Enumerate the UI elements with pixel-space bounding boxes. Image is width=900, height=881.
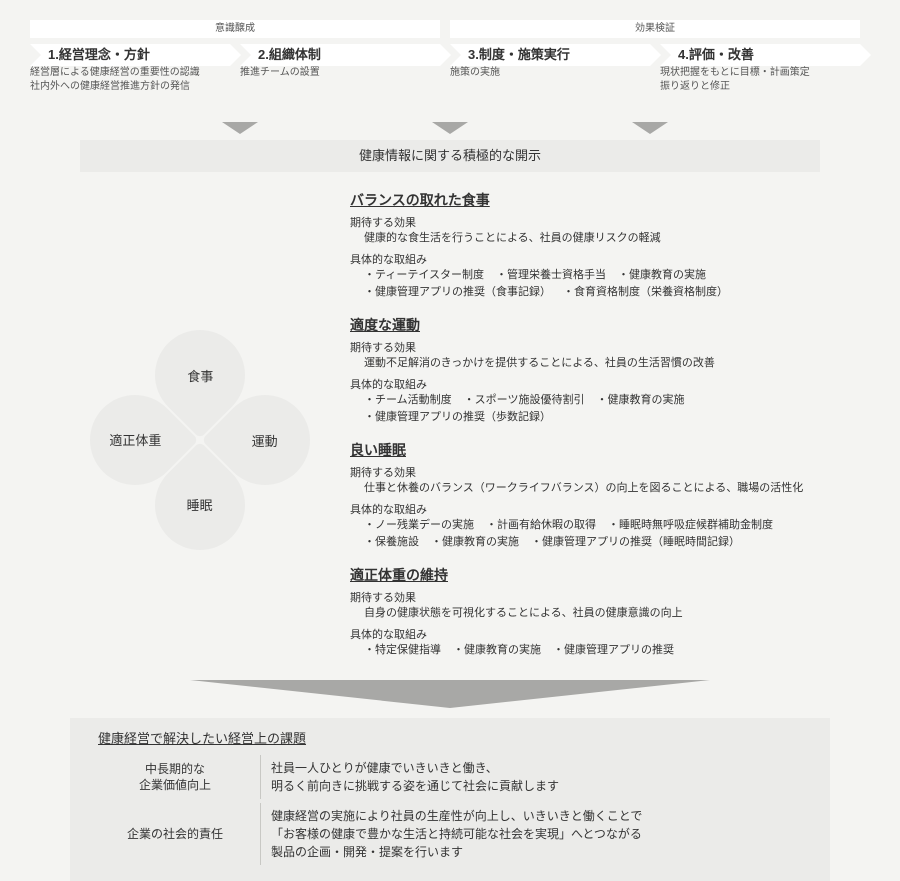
section-0: バランスの取れた食事期待する効果健康的な食生活を行うことによる、社員の健康リスク… bbox=[350, 190, 870, 301]
big-down-arrow-icon bbox=[190, 680, 710, 708]
process-flow: 意識醸成 1.経営理念・方針 経営層による健康経営の重要性の認識社内外への健康経… bbox=[30, 20, 870, 116]
step-1-arrow: 1.経営理念・方針 bbox=[30, 44, 230, 66]
step-1-desc: 経営層による健康経営の重要性の認識社内外への健康経営推進方針の発信 bbox=[30, 66, 230, 93]
bullet-item: チーム活動制度 bbox=[364, 394, 452, 406]
actions-label: 具体的な取組み bbox=[350, 501, 870, 517]
bullet-item: 健康管理アプリの推奨（食事記録） bbox=[364, 286, 551, 298]
issue-row-1: 企業の社会的責任健康経営の実施により社員の生産性が向上し、いきいきと働くことで「… bbox=[90, 801, 810, 867]
expect-label: 期待する効果 bbox=[350, 339, 870, 355]
section-title: バランスの取れた食事 bbox=[350, 190, 870, 210]
bullet-item: 健康教育の実施 bbox=[618, 269, 706, 281]
bullet-item: 保養施設 bbox=[364, 536, 419, 548]
bullet-item: 食育資格制度（栄養資格制度） bbox=[563, 286, 728, 298]
step-2-arrow: 2.組織体制 bbox=[240, 44, 440, 66]
expect-label: 期待する効果 bbox=[350, 589, 870, 605]
down-arrow-icon-1 bbox=[432, 122, 468, 134]
actions-list: ティーテイスター制度管理栄養士資格手当健康教育の実施健康管理アプリの推奨（食事記… bbox=[350, 267, 870, 301]
issue-body: 社員一人ひとりが健康でいきいきと働き、明るく前向きに挑戦する姿を通じて社会に貢献… bbox=[260, 755, 810, 799]
section-1: 適度な運動期待する効果運動不足解消のきっかけを提供することによる、社員の生活習慣… bbox=[350, 315, 870, 426]
petal-weight-label: 適正体重 bbox=[109, 431, 161, 450]
section-3: 適正体重の維持期待する効果自身の健康状態を可視化することによる、社員の健康意識の… bbox=[350, 565, 870, 659]
bullet-item: 管理栄養士資格手当 bbox=[496, 269, 606, 281]
sections-area: バランスの取れた食事期待する効果健康的な食生活を行うことによる、社員の健康リスク… bbox=[350, 190, 870, 674]
actions-list: チーム活動制度スポーツ施設優待割引健康教育の実施健康管理アプリの推奨（歩数記録） bbox=[350, 392, 870, 426]
bullet-item: 健康教育の実施 bbox=[596, 394, 684, 406]
flow-header-right: 効果検証 bbox=[450, 20, 860, 38]
flow-group-left: 意識醸成 1.経営理念・方針 経営層による健康経営の重要性の認識社内外への健康経… bbox=[30, 20, 450, 116]
issue-label: 企業の社会的責任 bbox=[90, 822, 260, 846]
down-arrow-icon-0 bbox=[222, 122, 258, 134]
bullet-item: ノー残業デーの実施 bbox=[364, 519, 474, 531]
bullet-item: 健康管理アプリの推奨（睡眠時間記録） bbox=[531, 536, 740, 548]
bullet-item: 計画有給休暇の取得 bbox=[486, 519, 596, 531]
expect-body: 健康的な食生活を行うことによる、社員の健康リスクの軽減 bbox=[350, 230, 870, 247]
petal-sleep-label: 睡眠 bbox=[187, 495, 213, 514]
actions-list: ノー残業デーの実施計画有給休暇の取得睡眠時無呼吸症候群補助金制度保養施設健康教育… bbox=[350, 517, 870, 551]
issues-panel: 健康経営で解決したい経営上の課題 中長期的な企業価値向上社員一人ひとりが健康でい… bbox=[70, 718, 830, 881]
bullet-item: 健康教育の実施 bbox=[431, 536, 519, 548]
flow-header-left: 意識醸成 bbox=[30, 20, 440, 38]
expect-body: 仕事と休養のバランス（ワークライフバランス）の向上を図ることによる、職場の活性化 bbox=[350, 480, 870, 497]
step-3-desc: 施策の実施 bbox=[450, 66, 650, 80]
actions-label: 具体的な取組み bbox=[350, 626, 870, 642]
actions-label: 具体的な取組み bbox=[350, 251, 870, 267]
petal-diagram: 食事 運動 睡眠 適正体重 bbox=[90, 330, 310, 550]
issues-title: 健康経営で解決したい経営上の課題 bbox=[90, 728, 810, 747]
bullet-item: 睡眠時無呼吸症候群補助金制度 bbox=[608, 519, 773, 531]
expect-label: 期待する効果 bbox=[350, 214, 870, 230]
bullet-item: 特定保健指導 bbox=[364, 644, 441, 656]
issue-row-0: 中長期的な企業価値向上社員一人ひとりが健康でいきいきと働き、明るく前向きに挑戦す… bbox=[90, 753, 810, 801]
section-title: 適度な運動 bbox=[350, 315, 870, 335]
down-arrow-icon-2 bbox=[632, 122, 668, 134]
actions-label: 具体的な取組み bbox=[350, 376, 870, 392]
issue-body: 健康経営の実施により社員の生産性が向上し、いきいきと働くことで「お客様の健康で豊… bbox=[260, 803, 810, 865]
disclosure-bar: 健康情報に関する積極的な開示 bbox=[80, 140, 820, 172]
bullet-item: 健康教育の実施 bbox=[453, 644, 541, 656]
bullet-item: ティーテイスター制度 bbox=[364, 269, 484, 281]
issue-label: 中長期的な企業価値向上 bbox=[90, 757, 260, 797]
section-title: 適正体重の維持 bbox=[350, 565, 870, 585]
petal-exercise-label: 運動 bbox=[252, 430, 278, 449]
bullet-item: スポーツ施設優待割引 bbox=[464, 394, 585, 406]
step-4-arrow: 4.評価・改善 bbox=[660, 44, 860, 66]
section-title: 良い睡眠 bbox=[350, 440, 870, 460]
actions-list: 特定保健指導健康教育の実施健康管理アプリの推奨 bbox=[350, 642, 870, 659]
step-2-desc: 推進チームの設置 bbox=[240, 66, 440, 80]
section-2: 良い睡眠期待する効果仕事と休養のバランス（ワークライフバランス）の向上を図ること… bbox=[350, 440, 870, 551]
petal-food-label: 食事 bbox=[187, 366, 213, 385]
step-4-desc: 現状把握をもとに目標・計画策定振り返りと修正 bbox=[660, 66, 860, 93]
expect-label: 期待する効果 bbox=[350, 464, 870, 480]
bullet-item: 健康管理アプリの推奨（歩数記録） bbox=[364, 411, 551, 423]
expect-body: 運動不足解消のきっかけを提供することによる、社員の生活習慣の改善 bbox=[350, 355, 870, 372]
expect-body: 自身の健康状態を可視化することによる、社員の健康意識の向上 bbox=[350, 605, 870, 622]
flow-group-right: 効果検証 3.制度・施策実行 施策の実施 4.評価・改善 現状把握をもとに目標・… bbox=[450, 20, 870, 116]
bullet-item: 健康管理アプリの推奨 bbox=[553, 644, 674, 656]
step-3-arrow: 3.制度・施策実行 bbox=[450, 44, 650, 66]
